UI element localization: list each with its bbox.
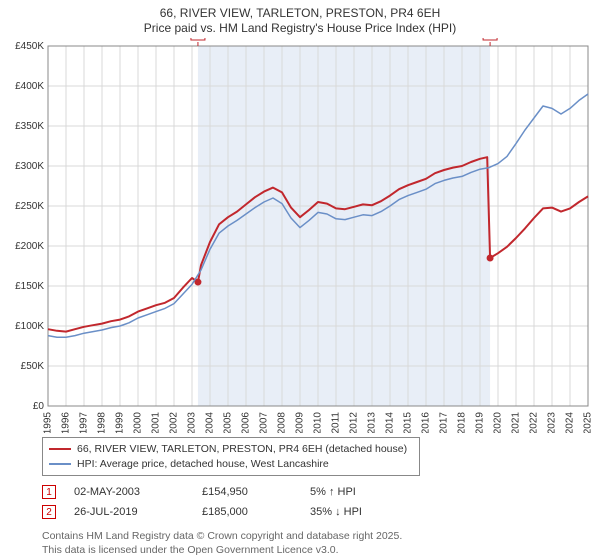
legend-swatch (49, 463, 71, 465)
svg-text:2019: 2019 (475, 412, 486, 433)
title-line-2: Price paid vs. HM Land Registry's House … (0, 21, 600, 36)
svg-text:1997: 1997 (79, 412, 90, 433)
sale-date: 02-MAY-2003 (74, 486, 184, 498)
svg-text:£0: £0 (33, 401, 45, 412)
svg-text:2015: 2015 (403, 412, 414, 433)
svg-text:2002: 2002 (169, 412, 180, 433)
sale-marker: 2 (42, 505, 56, 519)
svg-text:2004: 2004 (205, 412, 216, 433)
svg-text:£300K: £300K (15, 161, 44, 172)
svg-text:2021: 2021 (511, 412, 522, 433)
sale-price: £154,950 (202, 486, 292, 498)
svg-text:2016: 2016 (421, 412, 432, 433)
legend-row: 66, RIVER VIEW, TARLETON, PRESTON, PR4 6… (49, 442, 413, 457)
svg-text:2009: 2009 (295, 412, 306, 433)
footer-line-2: This data is licensed under the Open Gov… (42, 544, 600, 557)
svg-text:1998: 1998 (97, 412, 108, 433)
sale-hpi-diff: 35% ↓ HPI (310, 506, 420, 518)
svg-text:£50K: £50K (21, 361, 45, 372)
sale-hpi-diff: 5% ↑ HPI (310, 486, 420, 498)
svg-text:2012: 2012 (349, 412, 360, 433)
svg-text:1: 1 (195, 38, 201, 40)
svg-text:2018: 2018 (457, 412, 468, 433)
svg-text:2024: 2024 (565, 412, 576, 433)
svg-text:2013: 2013 (367, 412, 378, 433)
svg-text:2: 2 (487, 38, 493, 40)
sale-row: 2 26-JUL-2019 £185,000 35% ↓ HPI (42, 502, 600, 522)
sale-row: 1 02-MAY-2003 £154,950 5% ↑ HPI (42, 482, 600, 502)
svg-text:1999: 1999 (115, 412, 126, 433)
data-attribution: Contains HM Land Registry data © Crown c… (42, 530, 600, 556)
svg-text:2001: 2001 (151, 412, 162, 433)
svg-text:2011: 2011 (331, 412, 342, 433)
sale-marker: 1 (42, 485, 56, 499)
title-line-1: 66, RIVER VIEW, TARLETON, PRESTON, PR4 6… (0, 6, 600, 21)
svg-text:2023: 2023 (547, 412, 558, 433)
legend: 66, RIVER VIEW, TARLETON, PRESTON, PR4 6… (42, 437, 420, 476)
chart-title: 66, RIVER VIEW, TARLETON, PRESTON, PR4 6… (0, 0, 600, 38)
svg-text:2006: 2006 (241, 412, 252, 433)
sale-date: 26-JUL-2019 (74, 506, 184, 518)
svg-text:1995: 1995 (43, 412, 54, 433)
svg-text:2005: 2005 (223, 412, 234, 433)
svg-text:£450K: £450K (15, 41, 44, 52)
svg-text:2014: 2014 (385, 412, 396, 433)
svg-text:£100K: £100K (15, 321, 44, 332)
svg-text:£200K: £200K (15, 241, 44, 252)
svg-text:2003: 2003 (187, 412, 198, 433)
legend-row: HPI: Average price, detached house, West… (49, 457, 413, 472)
svg-text:2010: 2010 (313, 412, 324, 433)
svg-text:2020: 2020 (493, 412, 504, 433)
price-chart: £0 £50K £100K £150K £200K £250K £300K £350K £400… (0, 38, 600, 433)
svg-text:£250K: £250K (15, 201, 44, 212)
svg-text:1996: 1996 (61, 412, 72, 433)
legend-swatch (49, 448, 71, 450)
svg-text:£350K: £350K (15, 121, 44, 132)
svg-text:2017: 2017 (439, 412, 450, 433)
svg-text:2008: 2008 (277, 412, 288, 433)
svg-text:2025: 2025 (583, 412, 594, 433)
legend-label: HPI: Average price, detached house, West… (77, 457, 329, 472)
svg-text:£150K: £150K (15, 281, 44, 292)
legend-label: 66, RIVER VIEW, TARLETON, PRESTON, PR4 6… (77, 442, 407, 457)
sale-records: 1 02-MAY-2003 £154,950 5% ↑ HPI 2 26-JUL-2019… (42, 482, 600, 522)
sale-price: £185,000 (202, 506, 292, 518)
svg-text:2007: 2007 (259, 412, 270, 433)
svg-text:£400K: £400K (15, 81, 44, 92)
footer-line-1: Contains HM Land Registry data © Crown c… (42, 530, 600, 543)
svg-text:2000: 2000 (133, 412, 144, 433)
chart-svg: £0 £50K £100K £150K £200K £250K £300K £350K £400… (0, 38, 600, 433)
svg-text:2022: 2022 (529, 412, 540, 433)
